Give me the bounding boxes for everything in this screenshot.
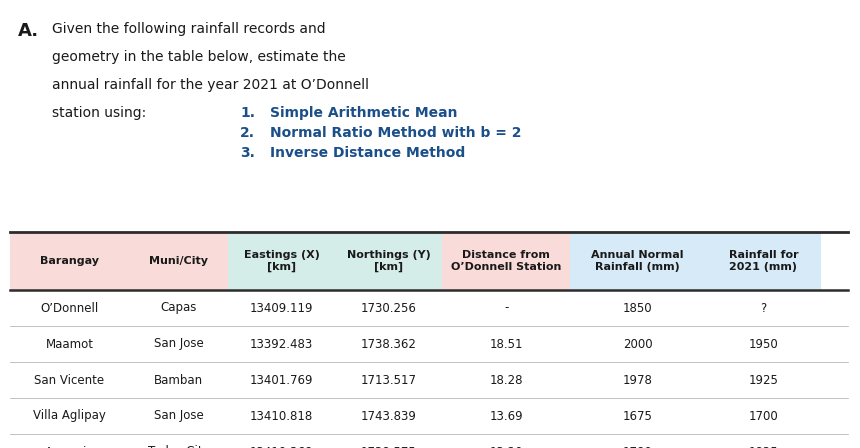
Text: O’Donnell: O’Donnell [40, 302, 99, 314]
Text: Villa Aglipay: Villa Aglipay [33, 409, 106, 422]
Text: 1700: 1700 [748, 409, 778, 422]
Text: Normal Ratio Method with b = 2: Normal Ratio Method with b = 2 [270, 126, 521, 140]
Bar [442, 232, 570, 290]
Text: 1675: 1675 [623, 409, 653, 422]
Text: Northings (Y)
[km]: Northings (Y) [km] [347, 250, 431, 272]
Text: Inverse Distance Method: Inverse Distance Method [270, 146, 465, 160]
Text: Distance from
O’Donnell Station: Distance from O’Donnell Station [451, 250, 562, 272]
Text: San Vicente: San Vicente [34, 374, 105, 387]
Text: 1.: 1. [240, 106, 255, 120]
Text: 13410.818: 13410.818 [250, 409, 313, 422]
Text: 2000: 2000 [623, 337, 653, 350]
Text: San Jose: San Jose [154, 337, 203, 350]
Text: 1825: 1825 [748, 445, 778, 448]
Text: A.: A. [18, 22, 39, 40]
Text: -: - [504, 302, 508, 314]
Text: 1713.517: 1713.517 [361, 374, 417, 387]
Text: Given the following rainfall records and: Given the following rainfall records and [52, 22, 326, 36]
Text: Muni/City: Muni/City [149, 256, 208, 266]
Text: 13.20: 13.20 [489, 445, 523, 448]
Text: 3.: 3. [240, 146, 255, 160]
Text: 1925: 1925 [748, 374, 778, 387]
Bar [10, 232, 129, 290]
Text: 18.28: 18.28 [489, 374, 523, 387]
Text: Barangay: Barangay [40, 256, 99, 266]
Text: Simple Arithmetic Mean: Simple Arithmetic Mean [270, 106, 458, 120]
Text: geometry in the table below, estimate the: geometry in the table below, estimate th… [52, 50, 346, 64]
Text: 1978: 1978 [623, 374, 653, 387]
Text: 1730.256: 1730.256 [361, 302, 417, 314]
Text: Armenia: Armenia [45, 445, 95, 448]
Text: annual rainfall for the year 2021 at O’Donnell: annual rainfall for the year 2021 at O’D… [52, 78, 369, 92]
Bar [335, 232, 442, 290]
Text: Eastings (X)
[km]: Eastings (X) [km] [243, 250, 319, 272]
Text: San Jose: San Jose [154, 409, 203, 422]
Bar [228, 232, 335, 290]
Bar [129, 232, 228, 290]
Text: 18.51: 18.51 [489, 337, 523, 350]
Text: 13.69: 13.69 [489, 409, 523, 422]
Text: 1850: 1850 [623, 302, 653, 314]
Text: Rainfall for
2021 (mm): Rainfall for 2021 (mm) [728, 250, 798, 272]
Text: 1780: 1780 [623, 445, 653, 448]
Text: ?: ? [760, 302, 766, 314]
Text: 13401.769: 13401.769 [249, 374, 313, 387]
Bar [705, 232, 821, 290]
Text: Annual Normal
Rainfall (mm): Annual Normal Rainfall (mm) [592, 250, 684, 272]
Text: Bamban: Bamban [154, 374, 203, 387]
Text: 13419.368: 13419.368 [249, 445, 313, 448]
Text: Maamot: Maamot [46, 337, 94, 350]
Text: 2.: 2. [240, 126, 255, 140]
Text: 1743.839: 1743.839 [361, 409, 417, 422]
Text: station using:: station using: [52, 106, 146, 120]
Text: Capas: Capas [160, 302, 197, 314]
Text: 13409.119: 13409.119 [249, 302, 313, 314]
Text: 1950: 1950 [748, 337, 778, 350]
Text: 1738.575: 1738.575 [361, 445, 416, 448]
Text: 1738.362: 1738.362 [361, 337, 417, 350]
Text: 13392.483: 13392.483 [250, 337, 313, 350]
Text: Tarlac City: Tarlac City [148, 445, 209, 448]
Bar [570, 232, 705, 290]
